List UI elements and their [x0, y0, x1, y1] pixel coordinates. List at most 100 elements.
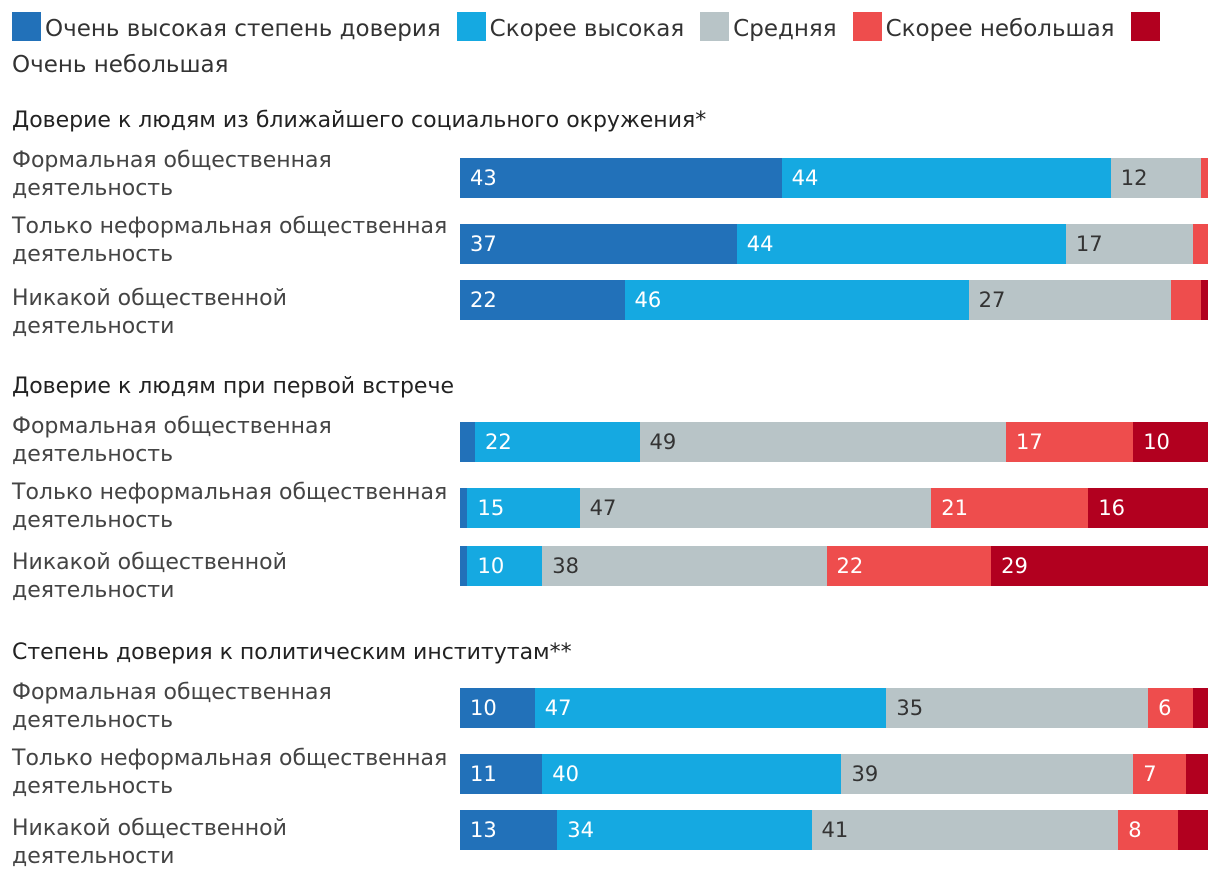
bar-segment-very_low	[991, 546, 1208, 586]
data-label: 39	[851, 762, 879, 786]
row-label: Только неформальная общественная деятель…	[12, 746, 448, 799]
bar-segment-medium	[968, 280, 1171, 320]
row-label: Никакой общественной деятельности	[12, 286, 287, 339]
row-label: Только неформальная общественная деятель…	[12, 214, 448, 267]
bar-segment-rather_high	[557, 810, 812, 850]
bar-segment-medium	[579, 488, 932, 528]
data-label: 13	[470, 818, 497, 842]
bar-segment-very_low	[1178, 810, 1208, 850]
legend-label: Очень небольшая	[12, 52, 229, 78]
data-label: 40	[552, 762, 579, 786]
data-label: 34	[567, 818, 594, 842]
data-label: 17	[1016, 430, 1043, 454]
data-label: 47	[544, 696, 572, 720]
bar-segment-medium	[811, 810, 1119, 850]
section-title: Степень доверия к политическим института…	[12, 640, 572, 665]
data-label: 10	[1143, 430, 1170, 454]
bar-segment-rather_low	[826, 546, 992, 586]
bar-segment-very_high	[460, 280, 625, 320]
bar-segment-very_high	[460, 422, 475, 462]
data-label: 43	[470, 166, 497, 190]
legend-label: Скорее высокая	[489, 16, 685, 42]
bar-segment-rather_low	[1170, 280, 1201, 320]
data-label: 10	[477, 554, 505, 578]
row-label: Формальная общественная деятельность	[12, 148, 332, 201]
legend-label: Скорее небольшая	[885, 16, 1115, 42]
stacked-bar: 22 49 17 10	[460, 422, 1208, 462]
bar-segment-rather_low	[1148, 688, 1194, 728]
stacked-bar: 43 44 12	[460, 158, 1208, 198]
bar-segment-medium	[1065, 224, 1194, 264]
data-label: 38	[552, 554, 579, 578]
bar-segment-rather_low	[1118, 810, 1179, 850]
bar-segment-rather_high	[624, 280, 969, 320]
data-label: 22	[470, 288, 497, 312]
legend-item-very_high: Очень высокая степень доверия	[12, 12, 441, 42]
data-label: 10	[470, 696, 497, 720]
stacked-bar: 15 47 21 16	[460, 488, 1208, 528]
bar-segment-rather_low	[1193, 224, 1208, 264]
legend-item-rather_high: Скорее высокая	[456, 12, 685, 42]
bar-segment-rather_high	[467, 488, 580, 528]
legend-item-medium: Средняя	[700, 12, 837, 42]
bar-segment-rather_high	[467, 546, 543, 586]
data-label: 41	[821, 818, 849, 842]
data-label: 12	[1120, 166, 1148, 190]
bar-segment-very_low	[1185, 754, 1208, 794]
row-label: Формальная общественная деятельность	[12, 414, 332, 467]
stacked-bar: 10 47 35 6	[460, 688, 1208, 728]
bar-segment-very_high	[460, 754, 543, 794]
row-label: Формальная общественная деятельность	[12, 680, 332, 733]
data-label: 8	[1128, 818, 1142, 842]
bar-segment-medium	[841, 754, 1134, 794]
bar-segment-very_low	[1193, 688, 1208, 728]
section-title: Доверие к людям при первой встрече	[12, 374, 454, 399]
bar-segment-rather_high	[474, 422, 640, 462]
legend-swatch	[1130, 12, 1160, 41]
legend-label: Средняя	[733, 16, 837, 42]
stacked-bar: 37 44 17	[460, 224, 1208, 264]
data-label: 27	[978, 288, 1006, 312]
bar-segment-rather_high	[781, 158, 1111, 198]
bar-segment-rather_high	[736, 224, 1066, 264]
bar-segment-very_high	[460, 810, 558, 850]
stacked-bar: 22 46 27	[460, 280, 1208, 320]
bar-segment-very_high	[460, 158, 782, 198]
bar-segment-rather_low	[1200, 158, 1208, 198]
data-label: 35	[896, 696, 924, 720]
bar-segment-rather_high	[542, 754, 842, 794]
data-label: 22	[484, 430, 512, 454]
data-label: 11	[470, 762, 497, 786]
legend-item-very_low: Очень небольшая	[12, 12, 1164, 78]
data-label: 44	[746, 232, 774, 256]
bar-segment-very_high	[460, 224, 737, 264]
data-label: 46	[634, 288, 662, 312]
data-label: 44	[791, 166, 819, 190]
bar-segment-very_low	[1133, 422, 1208, 462]
row-label: Никакой общественной деятельности	[12, 550, 287, 603]
data-label: 49	[649, 430, 677, 454]
data-label: 15	[477, 496, 505, 520]
legend-swatch	[700, 12, 730, 41]
stacked-bar: 10 38 22 29	[460, 546, 1208, 586]
legend-item-rather_low: Скорее небольшая	[852, 12, 1115, 42]
data-label: 17	[1075, 232, 1103, 256]
bar-segment-very_high	[460, 546, 468, 586]
bar-segment-very_high	[460, 688, 535, 728]
legend-swatch	[852, 12, 882, 41]
bar-segment-rather_low	[1006, 422, 1134, 462]
data-label: 21	[941, 496, 968, 520]
data-label: 7	[1143, 762, 1157, 786]
legend-swatch	[12, 12, 41, 41]
row-label: Никакой общественной деятельности	[12, 816, 287, 869]
bar-segment-very_low	[1088, 488, 1208, 528]
legend-label: Очень высокая степень доверия	[45, 16, 441, 42]
bar-segment-rather_high	[534, 688, 887, 728]
data-label: 29	[1001, 554, 1028, 578]
data-label: 47	[589, 496, 617, 520]
data-label: 22	[836, 554, 864, 578]
section-title: Доверие к людям из ближайшего социальног…	[12, 108, 707, 133]
data-label: 6	[1158, 696, 1172, 720]
legend: Очень высокая степень доверия Скорее высо…	[12, 11, 1212, 83]
